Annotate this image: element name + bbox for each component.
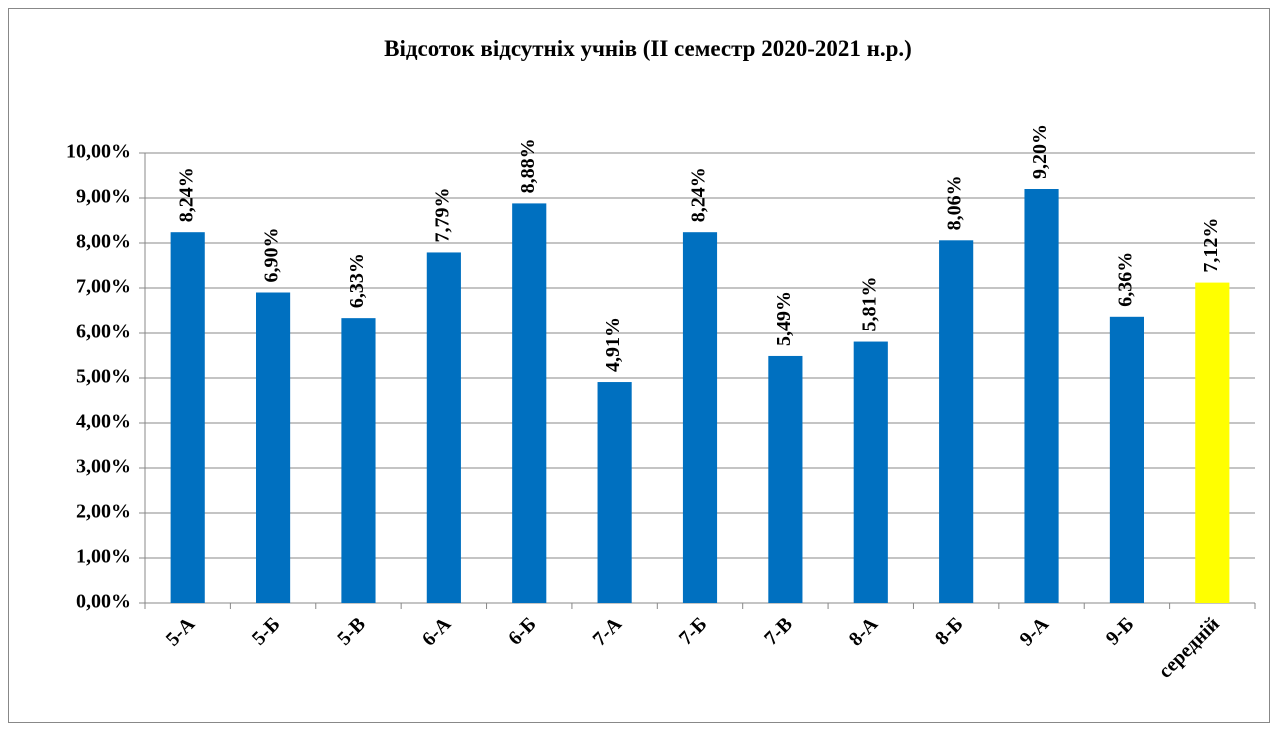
data-label: 8,06%	[944, 175, 966, 230]
data-label: 8,24%	[175, 167, 197, 222]
bar	[1024, 189, 1059, 603]
bar	[170, 232, 205, 603]
y-tick-label: 8,00%	[76, 231, 131, 253]
data-label: 8,24%	[688, 167, 710, 222]
bar	[512, 203, 547, 603]
bar	[341, 318, 376, 603]
bar	[768, 355, 803, 603]
y-tick-label: 9,00%	[76, 186, 131, 208]
y-tick-label: 4,00%	[76, 411, 131, 433]
data-label: 7,79%	[431, 187, 453, 242]
bar	[853, 341, 888, 603]
y-tick-label: 1,00%	[76, 546, 131, 568]
bar	[426, 252, 461, 603]
bar	[682, 232, 718, 603]
bar	[939, 240, 974, 604]
y-tick-label: 3,00%	[76, 456, 131, 478]
y-tick-label: 6,00%	[76, 321, 131, 343]
data-label: 6,90%	[261, 228, 283, 283]
y-tick-label: 5,00%	[76, 366, 131, 388]
data-label: 6,36%	[1115, 252, 1137, 307]
chart-title: Відсоток відсутніх учнів (ІІ семестр 202…	[384, 36, 912, 61]
bar	[1195, 282, 1230, 603]
data-label: 5,81%	[858, 277, 880, 332]
data-label: 7,12%	[1200, 218, 1222, 273]
data-label: 8,88%	[517, 138, 539, 193]
bar	[597, 382, 632, 603]
data-label: 6,33%	[346, 253, 368, 308]
bar	[256, 292, 291, 603]
bar	[1109, 316, 1144, 603]
y-tick-label: 7,00%	[76, 276, 131, 298]
y-tick-label: 10,00%	[66, 141, 131, 163]
data-label: 4,91%	[602, 317, 624, 372]
data-label: 9,20%	[1029, 124, 1051, 179]
y-tick-label: 0,00%	[76, 591, 131, 613]
data-label: 5,49%	[773, 291, 795, 346]
y-tick-label: 2,00%	[76, 501, 131, 523]
